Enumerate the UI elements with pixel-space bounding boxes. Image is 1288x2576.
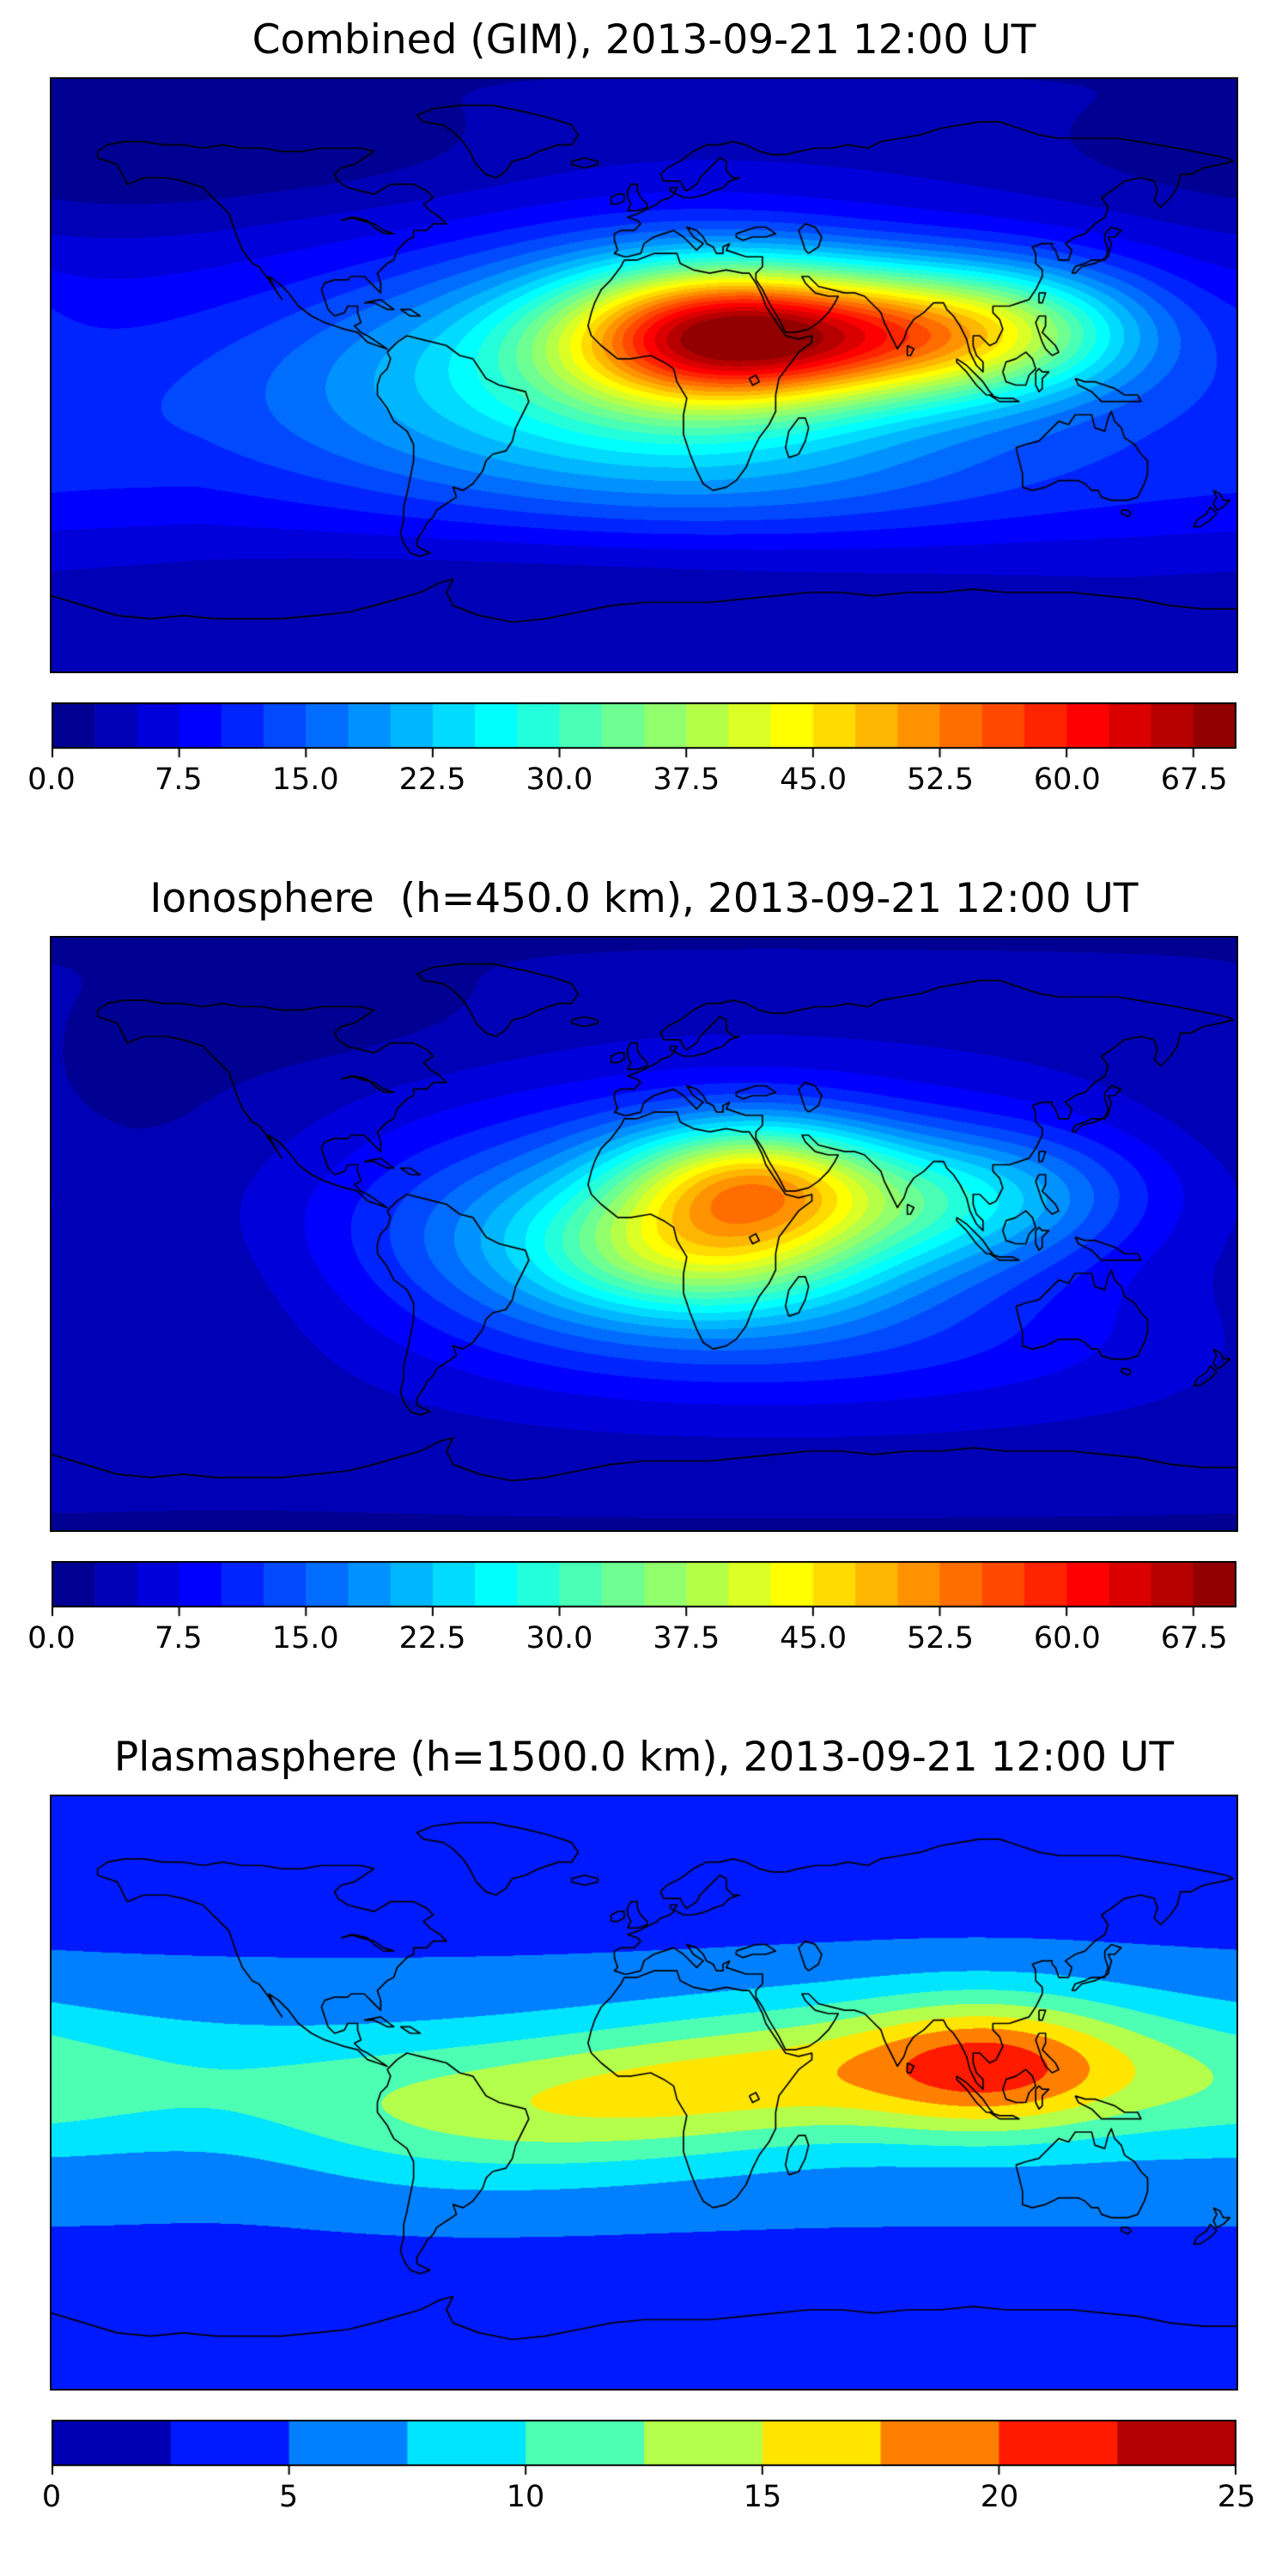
map-ionosphere: [50, 936, 1238, 1532]
colorbar-tick-label: 0.0: [27, 762, 76, 797]
colorbar-tick-label: 25: [1217, 2480, 1256, 2514]
colorbar-tick-label: 30.0: [526, 1621, 593, 1656]
panel-title-plasmasphere: Plasmasphere (h=1500.0 km), 2013-09-21 1…: [113, 1734, 1175, 1781]
panel-ionosphere: Ionosphere (h=450.0 km), 2013-09-21 12:0…: [0, 859, 1288, 1717]
map-canvas-ionosphere: [52, 938, 1236, 1530]
panel-title-combined: Combined (GIM), 2013-09-21 12:00 UT: [252, 16, 1036, 64]
colorbar-tick-label: 22.5: [398, 1621, 466, 1656]
colorbar-combined: [52, 702, 1236, 759]
colorbar-tick-label: 7.5: [155, 762, 203, 797]
map-canvas-combined: [52, 79, 1236, 671]
colorbar-tick-label: 30.0: [526, 762, 593, 797]
colorbar-ticklabels-ionosphere: 0.0 7.5 15.0 22.5 30.0 37.5 45.0 52.5 60.0 67.5: [27, 1619, 1236, 1661]
colorbar-tick-label: 37.5: [653, 1621, 720, 1656]
map-canvas-plasmasphere: [52, 1796, 1236, 2389]
colorbar-tick-label: 60.0: [1033, 1621, 1101, 1656]
colorbar-tick-label: 0.0: [27, 1621, 76, 1656]
panel-plasmasphere: Plasmasphere (h=1500.0 km), 2013-09-21 1…: [0, 1717, 1288, 2576]
map-combined: [50, 77, 1238, 673]
colorbar-canvas-combined: [52, 702, 1236, 759]
colorbar-tick-label: 52.5: [907, 762, 974, 797]
colorbar-tick-label: 20: [980, 2480, 1019, 2514]
colorbar-ticklabels-combined: 0.0 7.5 15.0 22.5 30.0 37.5 45.0 52.5 60.0 67.5: [27, 761, 1236, 802]
map-plasmasphere: [50, 1795, 1238, 2391]
colorbar-ionosphere: [52, 1561, 1236, 1618]
colorbar-tick-label: 15.0: [271, 762, 339, 797]
panel-combined: Combined (GIM), 2013-09-21 12:00 UT 0.0 7…: [0, 0, 1288, 859]
colorbar-canvas-ionosphere: [52, 1561, 1236, 1618]
colorbar-tick-label: 45.0: [780, 1621, 848, 1656]
colorbar-tick-label: 10: [506, 2480, 545, 2514]
colorbar-tick-label: 52.5: [907, 1621, 974, 1656]
colorbar-tick-label: 22.5: [398, 762, 466, 797]
colorbar-ticklabels-plasmasphere: 0 5 10 15 20 25: [42, 2478, 1255, 2519]
colorbar-tick-label: 37.5: [653, 762, 720, 797]
colorbar-tick-label: 67.5: [1160, 1621, 1228, 1656]
colorbar-tick-label: 45.0: [780, 762, 848, 797]
colorbar-tick-label: 60.0: [1033, 762, 1101, 797]
colorbar-tick-label: 67.5: [1160, 762, 1228, 797]
colorbar-tick-label: 5: [278, 2480, 299, 2514]
colorbar-plasmasphere: [52, 2420, 1236, 2476]
colorbar-tick-label: 0: [41, 2480, 62, 2514]
colorbar-tick-label: 15.0: [271, 1621, 339, 1656]
panel-title-ionosphere: Ionosphere (h=450.0 km), 2013-09-21 12:0…: [149, 875, 1139, 922]
colorbar-canvas-plasmasphere: [52, 2420, 1236, 2476]
colorbar-tick-label: 15: [743, 2480, 782, 2514]
colorbar-tick-label: 7.5: [155, 1621, 203, 1656]
